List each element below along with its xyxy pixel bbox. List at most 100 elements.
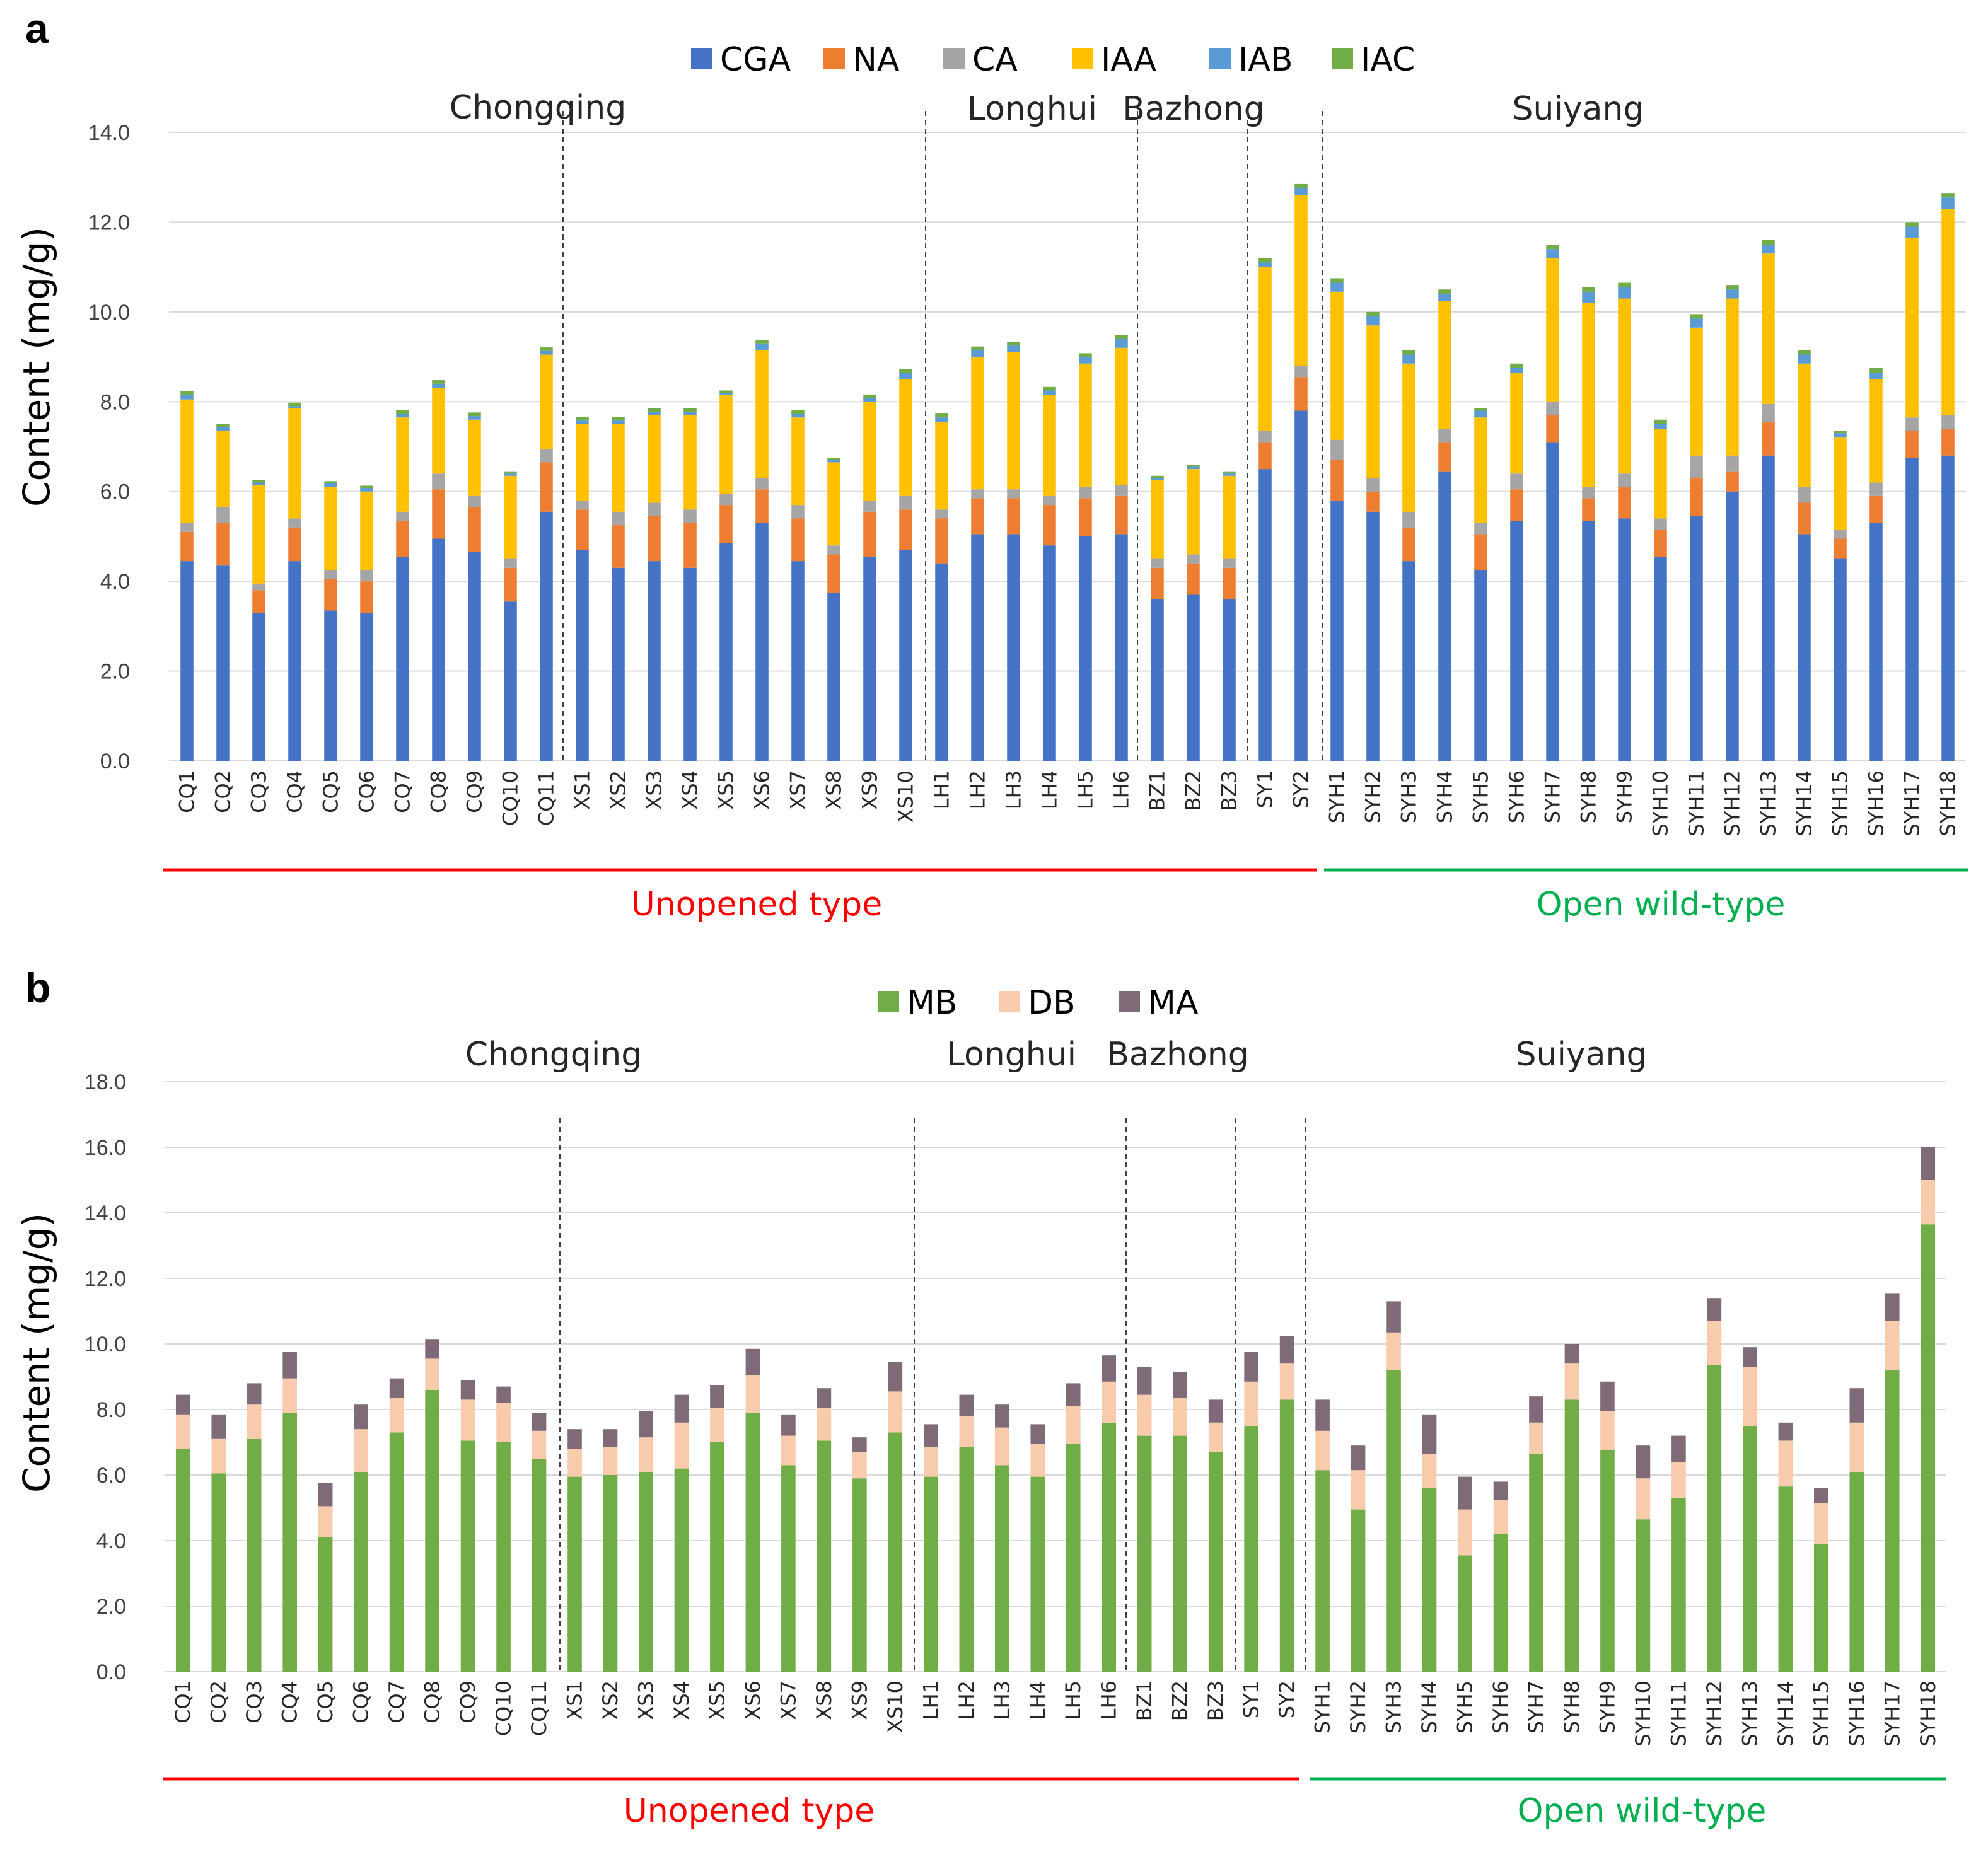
bar-segment-na-lh3 (1007, 498, 1020, 535)
bar-segment-ca-bz2 (1187, 554, 1200, 564)
legend-swatch-iac (1332, 48, 1353, 69)
bar-segment-iab-xs4 (683, 411, 697, 415)
bar-segment-iab-syh9 (1618, 287, 1631, 299)
bar-segment-cga-lh2 (971, 534, 984, 761)
x-tick-label: SYH9 (1595, 1681, 1619, 1733)
bar-segment-na-xs9 (863, 511, 876, 557)
bar-segment-mb-bz1 (1137, 1435, 1152, 1672)
bar-segment-db-syh7 (1529, 1422, 1543, 1454)
bar-segment-mb-syh8 (1564, 1399, 1579, 1672)
y-tick-label: 14.0 (88, 121, 130, 145)
x-tick-label: XS10 (894, 770, 918, 823)
bar-segment-mb-syh15 (1814, 1544, 1828, 1672)
bar-segment-na-cq7 (396, 521, 409, 557)
bar-segment-cga-sy1 (1258, 469, 1272, 761)
bar-segment-iab-sy1 (1258, 262, 1272, 267)
bar-segment-na-syh5 (1474, 534, 1487, 570)
bar-segment-iac-cq7 (396, 410, 409, 414)
bar-segment-iaa-cq9 (468, 419, 481, 496)
bar-segment-iaa-syh12 (1726, 298, 1739, 456)
bar-segment-ma-cq9 (460, 1380, 475, 1400)
x-tick-label: BZ3 (1218, 770, 1241, 811)
x-tick-label: XS3 (634, 1681, 658, 1720)
bar-segment-na-cq11 (540, 462, 553, 512)
bar-segment-ca-cq10 (504, 558, 517, 568)
y-tick-label: 2.0 (96, 1595, 126, 1619)
group-label-unopened: Unopened type (631, 886, 882, 923)
bar-segment-na-xs7 (791, 518, 805, 562)
bar-segment-mb-sy1 (1244, 1426, 1258, 1672)
bar-segment-ma-lh1 (924, 1424, 938, 1447)
bar-segment-db-cq11 (532, 1430, 547, 1459)
bar-segment-iaa-cq2 (216, 431, 230, 507)
bar-segment-mb-bz2 (1173, 1435, 1187, 1672)
bar-segment-iab-cq5 (324, 483, 337, 487)
bar-segment-cga-bz3 (1223, 599, 1236, 761)
bar-segment-mb-syh17 (1885, 1370, 1900, 1672)
bar-segment-ma-cq11 (532, 1413, 547, 1431)
bar-segment-iaa-xs3 (648, 415, 661, 503)
bar-segment-ca-syh1 (1330, 439, 1344, 460)
x-tick-label: XS4 (670, 1681, 694, 1720)
bar-segment-db-lh3 (994, 1427, 1009, 1466)
bar-segment-ca-syh8 (1582, 487, 1595, 499)
legend-swatch-db (999, 991, 1020, 1012)
bar-segment-cga-syh4 (1438, 471, 1451, 761)
x-tick-label: SYH5 (1453, 1681, 1477, 1733)
bar-segment-ca-syh7 (1546, 402, 1559, 415)
bar-segment-iab-bz1 (1151, 478, 1164, 480)
bar-segment-db-xs3 (639, 1437, 653, 1472)
bar-segment-ca-cq6 (360, 570, 373, 582)
bar-segment-ma-bz2 (1173, 1372, 1187, 1398)
bar-segment-ma-syh6 (1493, 1481, 1508, 1500)
bar-segment-cga-xs9 (863, 556, 876, 761)
bar-segment-cga-xs7 (791, 561, 805, 761)
bar-segment-db-syh1 (1315, 1430, 1330, 1471)
bar-segment-db-cq3 (247, 1404, 262, 1439)
bar-segment-ma-lh2 (959, 1394, 974, 1416)
bar-segment-ma-cq6 (354, 1404, 368, 1430)
y-tick-label: 0.0 (96, 1660, 126, 1684)
bar-segment-na-syh11 (1690, 478, 1703, 516)
bar-segment-na-xs5 (719, 505, 733, 543)
bar-segment-iac-sy1 (1258, 258, 1272, 263)
y-tick-label: 2.0 (100, 660, 130, 684)
bar-segment-db-xs7 (781, 1435, 796, 1466)
bar-segment-iaa-syh1 (1330, 291, 1344, 440)
bar-segment-iac-syh11 (1690, 314, 1703, 319)
bar-segment-ma-syh16 (1849, 1388, 1864, 1423)
x-tick-label: CQ6 (349, 1681, 373, 1723)
x-tick-label: CQ10 (499, 770, 523, 826)
bar-segment-db-xs9 (852, 1452, 867, 1479)
bar-segment-iac-cq10 (504, 471, 517, 474)
bar-segment-mb-cq11 (532, 1459, 547, 1672)
bar-segment-ma-syh4 (1422, 1414, 1437, 1454)
bar-segment-ma-syh12 (1707, 1298, 1722, 1321)
bar-segment-ca-sy1 (1258, 431, 1272, 443)
x-tick-label: BZ3 (1204, 1681, 1228, 1721)
x-tick-label: CQ3 (247, 770, 271, 813)
x-tick-label: XS8 (822, 770, 846, 810)
region-label-longhui: Longhui (946, 1036, 1076, 1074)
bar-segment-iaa-cq3 (252, 485, 265, 584)
bar-segment-mb-cq9 (460, 1440, 475, 1672)
legend-swatch-mb (878, 991, 899, 1012)
legend-label-iaa: IAA (1101, 41, 1156, 79)
bar-segment-iab-lh3 (1007, 345, 1020, 352)
bar-segment-na-cq8 (432, 489, 445, 539)
bar-segment-mb-syh5 (1458, 1555, 1472, 1672)
legend-swatch-ma (1119, 991, 1140, 1012)
y-tick-label: 10.0 (88, 301, 130, 325)
bar-segment-mb-bz3 (1208, 1452, 1223, 1672)
x-tick-label: CQ4 (283, 770, 307, 813)
bar-segment-iaa-syh9 (1618, 298, 1631, 474)
bar-segment-na-lh4 (1043, 505, 1056, 546)
bar-segment-iac-xs5 (719, 390, 733, 393)
bar-segment-ca-lh4 (1043, 495, 1056, 506)
bar-segment-na-syh9 (1618, 487, 1631, 519)
bar-segment-mb-syh7 (1529, 1454, 1543, 1672)
bar-segment-mb-cq3 (247, 1438, 262, 1672)
panel-a-region-labels: Chongqing Longhui Bazhong Suiyang (450, 89, 1644, 128)
bar-segment-iac-xs3 (648, 408, 661, 412)
y-tick-label: 8.0 (96, 1398, 126, 1422)
